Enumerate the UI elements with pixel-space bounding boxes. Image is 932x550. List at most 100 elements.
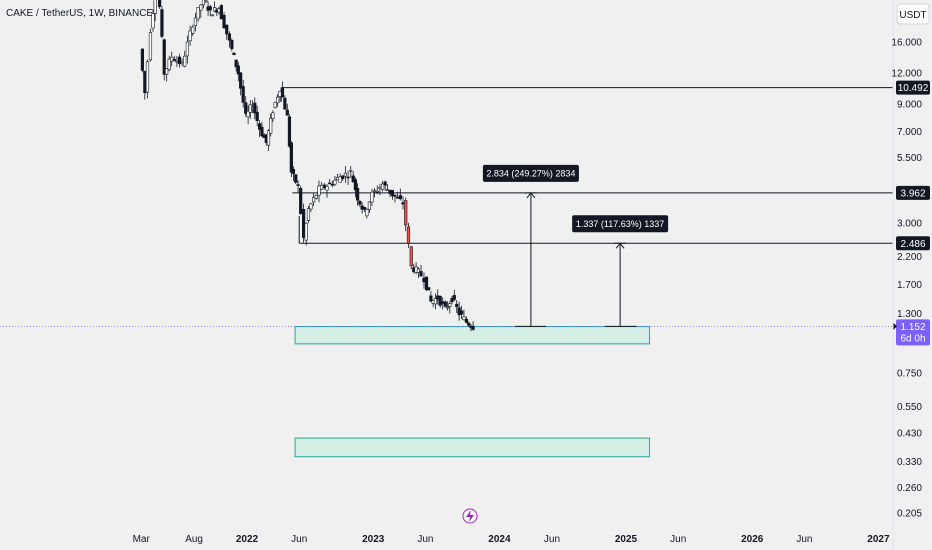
candle-body: [406, 226, 411, 244]
current-price-badge: [896, 319, 930, 346]
chart-extras: [462, 508, 478, 524]
symbol-label: CAKE / TetherUS, 1W, BINANCE: [6, 8, 154, 19]
candle-body: [314, 194, 318, 199]
measure-arrowhead: [526, 192, 536, 199]
time-tick-label: Jun: [796, 534, 812, 545]
candle-body: [419, 271, 423, 277]
candle-body: [378, 186, 382, 189]
level-badge-label: 10.492: [898, 83, 929, 94]
price-tick-label: 2.200: [897, 252, 922, 263]
price-tick-label: 12.000: [891, 69, 922, 80]
level-badge-label: 2.486: [900, 239, 925, 250]
candle-body: [306, 208, 311, 221]
candle-body: [145, 61, 150, 93]
candle-body: [448, 303, 452, 307]
candle-body: [244, 102, 248, 114]
time-tick-label: 2025: [615, 534, 638, 545]
candle-body: [236, 65, 240, 75]
candle-body: [140, 48, 144, 71]
time-tick-label: 2024: [488, 534, 511, 545]
candle-body: [283, 97, 287, 110]
measure-tools: 2.834 (249.27%) 2834 1.337 (117.63%) 1337: [482, 164, 669, 327]
candle-body: [471, 325, 475, 330]
candle-body: [172, 58, 176, 61]
candle-body: [424, 276, 429, 291]
candle-body: [390, 189, 395, 197]
candle-body: [273, 101, 277, 108]
candle-body: [328, 182, 332, 185]
candle-body: [459, 310, 464, 315]
candle-body: [165, 68, 169, 75]
candle-body: [341, 175, 345, 179]
candle-body: [153, 0, 157, 14]
target-zone[interactable]: [294, 437, 651, 458]
candle-body: [258, 123, 262, 130]
candle-body: [227, 33, 232, 41]
candle-body: [464, 319, 469, 323]
candle-body: [422, 277, 426, 283]
time-tick-label: 2022: [236, 534, 259, 545]
time-tick-label: Aug: [185, 534, 203, 545]
candle-body: [467, 322, 471, 326]
candle-body: [234, 59, 238, 68]
price-tick-label: 7.000: [897, 127, 922, 138]
candle-body: [280, 87, 285, 98]
level-badge-label: 3.962: [900, 188, 925, 199]
measure-label-box: [482, 164, 579, 182]
price-tick-label: 1.700: [897, 280, 922, 291]
candle-body: [317, 185, 321, 196]
candle-body: [210, 14, 215, 17]
candle-body: [325, 186, 329, 191]
candle-body: [213, 7, 217, 12]
price-tick-label: 0.260: [897, 483, 922, 494]
candle-body: [294, 174, 298, 183]
candle-body: [204, 0, 208, 3]
candle-body: [404, 200, 408, 226]
candle-body: [309, 203, 313, 210]
candle-body: [416, 268, 421, 273]
price-tick-label: 1.300: [897, 309, 922, 320]
candle-body: [183, 55, 187, 67]
candle-body: [330, 184, 334, 186]
measure-label-text: 1.337 (117.63%) 1337: [576, 219, 664, 229]
candle-body: [287, 116, 292, 147]
candle-body: [365, 209, 369, 217]
candle-body: [393, 194, 397, 197]
currency-button-label: USDT: [899, 10, 926, 21]
candle-body: [441, 301, 445, 304]
time-tick-label: 2027: [867, 534, 890, 545]
candle-body: [443, 301, 447, 307]
candle-body: [201, 0, 206, 6]
candle-body: [222, 14, 226, 29]
candle-body: [246, 110, 250, 118]
level-badge: [896, 185, 930, 200]
time-tick-label: 2023: [362, 534, 385, 545]
currency-button[interactable]: [896, 3, 930, 25]
lightning-icon[interactable]: [462, 508, 478, 524]
candle-body: [304, 222, 308, 241]
candle-body: [230, 40, 234, 50]
candle-body: [196, 7, 200, 20]
candle-body: [370, 191, 374, 203]
candle-body: [296, 184, 300, 186]
candle-body: [353, 179, 358, 191]
candle-body: [312, 197, 316, 203]
measure-label[interactable]: 2.834 (249.27%) 2834: [482, 164, 579, 182]
candle-body: [253, 102, 257, 114]
time-tick-label: 2026: [741, 534, 764, 545]
measure-label[interactable]: 1.337 (117.63%) 1337: [572, 215, 669, 233]
candle-body: [401, 202, 405, 205]
candle-body: [455, 303, 459, 307]
current-price-label: 1.152: [900, 322, 925, 333]
candle-body: [185, 41, 189, 57]
candle-body: [375, 190, 379, 193]
candle-body: [409, 246, 413, 267]
candle-body: [429, 295, 433, 302]
candle-body: [177, 56, 182, 65]
candle-body: [193, 17, 198, 26]
time-tick-label: Mar: [133, 534, 151, 545]
candle-body: [208, 6, 212, 11]
candle-body: [398, 195, 402, 200]
target-zones: [294, 326, 651, 458]
